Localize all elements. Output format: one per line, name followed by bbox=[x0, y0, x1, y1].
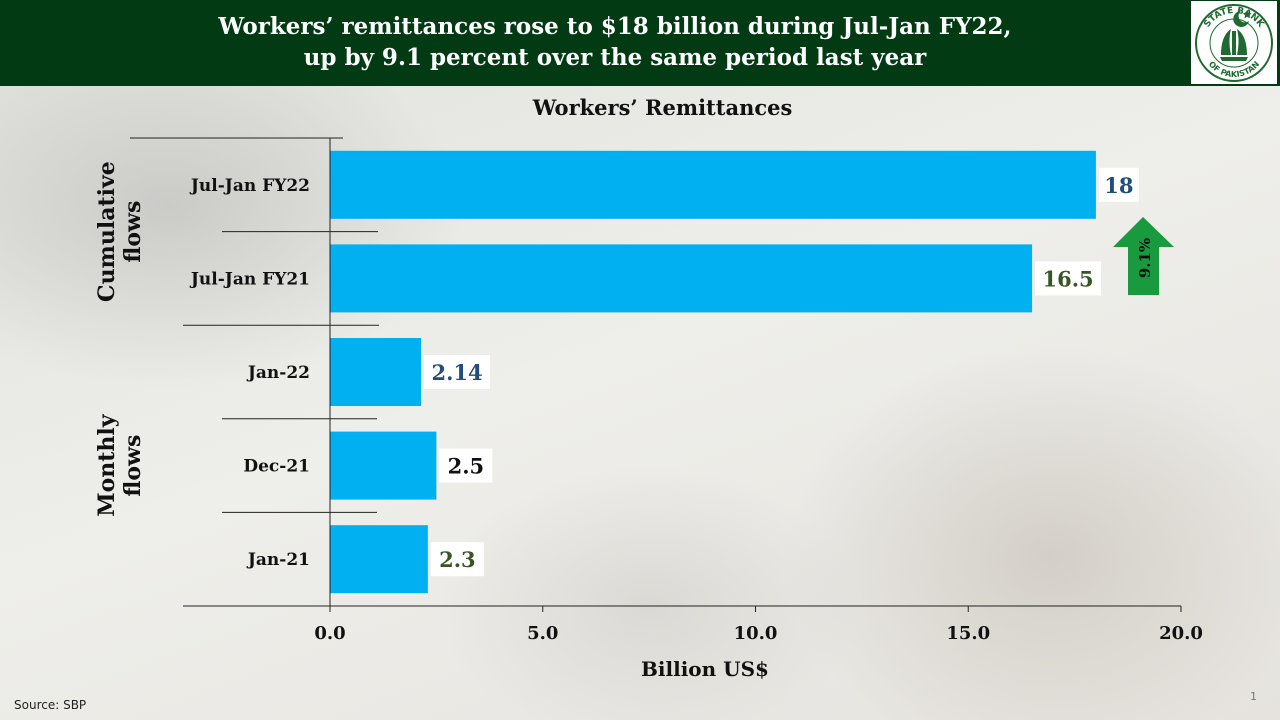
value-label-box bbox=[430, 542, 484, 577]
source-note: Source: SBP bbox=[14, 698, 87, 712]
value-label: 2.3 bbox=[439, 547, 476, 572]
x-tick-label: 20.0 bbox=[1159, 623, 1203, 644]
bars bbox=[330, 150, 1096, 594]
value-label-box bbox=[1098, 167, 1139, 202]
category-label: Jul-Jan FY22 bbox=[189, 176, 310, 196]
x-tick-label: 0.0 bbox=[314, 623, 345, 644]
up-arrow-icon bbox=[1113, 217, 1174, 295]
x-axis: 0.0 5.0 10.0 15.0 20.0 bbox=[183, 138, 1203, 644]
category-label: Jan-22 bbox=[246, 363, 310, 383]
group-label: Cumulativeflows bbox=[94, 161, 146, 302]
value-label: 2.5 bbox=[448, 454, 485, 479]
bar bbox=[330, 338, 422, 406]
bar bbox=[330, 244, 1033, 313]
slide-number: 1 bbox=[1250, 690, 1257, 703]
group-labels: Cumulativeflows Monthlyflows bbox=[94, 161, 146, 517]
page-title-line-2: up by 9.1 percent over the same period l… bbox=[303, 44, 927, 71]
value-label-box bbox=[439, 448, 493, 483]
title-banner: Workers’ remittances rose to $18 billion… bbox=[0, 0, 1280, 86]
bar bbox=[330, 525, 428, 594]
x-axis-label: Billion US$ bbox=[641, 657, 769, 681]
page-title: Workers’ remittances rose to $18 billion… bbox=[0, 11, 1230, 73]
group-label: Monthlyflows bbox=[94, 413, 146, 517]
bar bbox=[330, 431, 437, 500]
category-label: Dec-21 bbox=[243, 457, 310, 477]
value-labels: 18 16.5 2.14 2.5 2.3 bbox=[424, 167, 1139, 577]
value-label-box bbox=[1035, 261, 1102, 296]
value-label: 16.5 bbox=[1042, 266, 1093, 291]
chart-title: Workers’ Remittances bbox=[532, 95, 793, 120]
category-label: Jan-21 bbox=[246, 550, 310, 570]
value-label: 2.14 bbox=[431, 360, 482, 385]
bar bbox=[330, 150, 1096, 219]
growth-annotation: 9.1% bbox=[1113, 217, 1174, 295]
growth-percent-label: 9.1% bbox=[1136, 238, 1154, 278]
value-label-box bbox=[424, 355, 491, 389]
x-tick-label: 15.0 bbox=[946, 623, 990, 644]
sbp-logo-emblem: STATE BANK OF PAKISTAN bbox=[1195, 4, 1273, 82]
x-tick-label: 5.0 bbox=[527, 623, 558, 644]
group-separator-lines bbox=[130, 137, 379, 513]
x-tick-label: 10.0 bbox=[734, 623, 778, 644]
value-label: 18 bbox=[1104, 173, 1133, 198]
page-title-line-1: Workers’ remittances rose to $18 billion… bbox=[218, 13, 1012, 40]
sbp-logo: STATE BANK OF PAKISTAN bbox=[1191, 1, 1277, 84]
category-labels: Jul-Jan FY22 Jul-Jan FY21 Jan-22 Dec-21 Jan-… bbox=[189, 176, 310, 570]
category-label: Jul-Jan FY21 bbox=[189, 269, 310, 289]
